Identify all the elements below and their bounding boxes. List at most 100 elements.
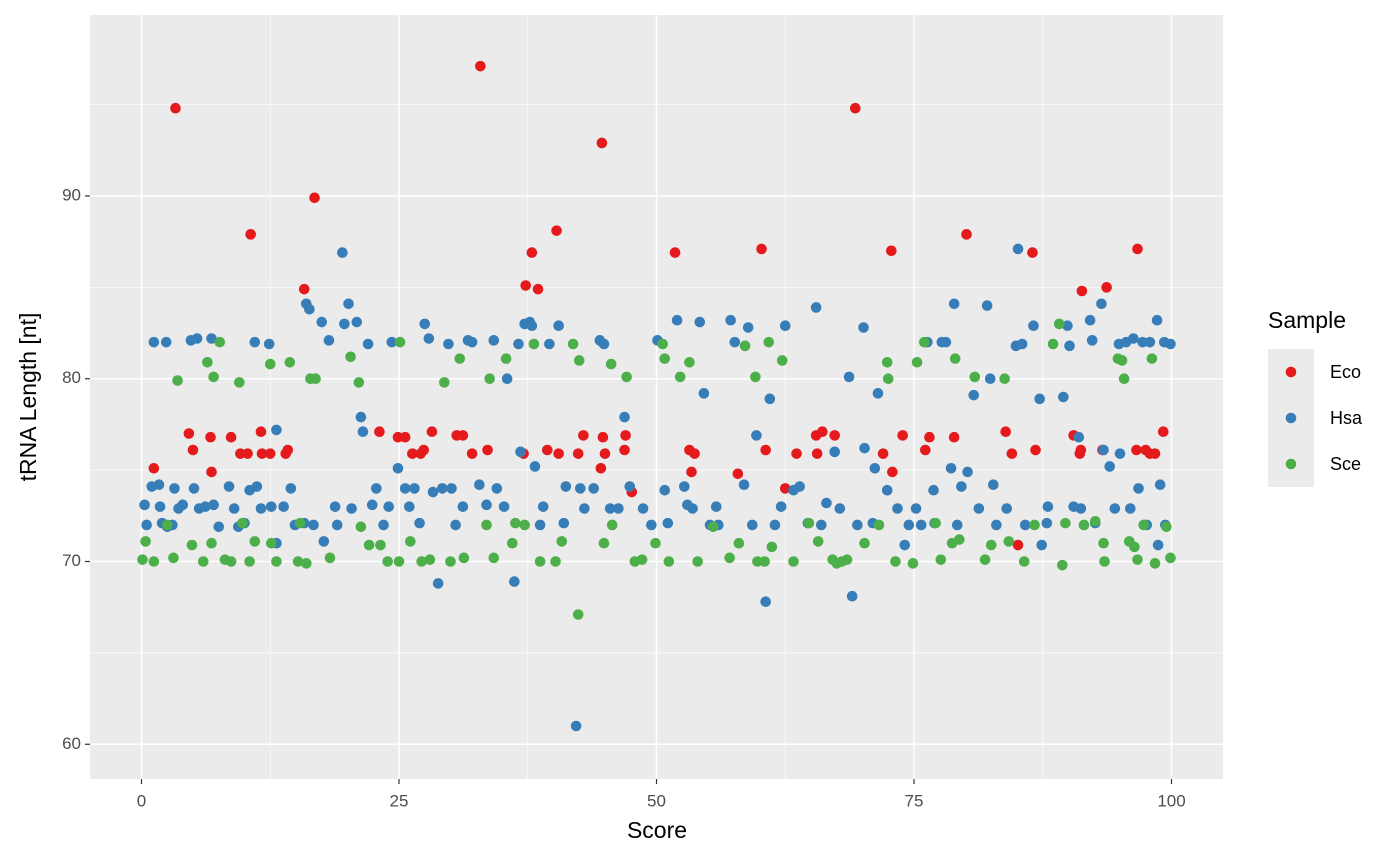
point: [689, 448, 700, 459]
point: [228, 503, 240, 514]
point: [304, 303, 315, 315]
point: [692, 556, 703, 567]
point: [148, 336, 160, 348]
point: [188, 483, 200, 494]
point: [310, 373, 321, 385]
point: [945, 462, 957, 474]
point: [979, 554, 991, 565]
point: [698, 388, 710, 399]
point: [137, 554, 148, 565]
point: [1132, 554, 1143, 565]
point: [318, 536, 330, 547]
point: [168, 552, 179, 564]
point: [265, 501, 277, 512]
point: [999, 373, 1010, 385]
point: [599, 448, 611, 459]
point: [294, 517, 306, 529]
point: [551, 225, 562, 236]
point: [1089, 515, 1101, 527]
point: [756, 243, 767, 255]
point: [1161, 521, 1172, 533]
point: [1154, 479, 1166, 491]
point: [1028, 320, 1039, 332]
point: [619, 444, 630, 456]
point: [285, 483, 297, 494]
point: [386, 336, 398, 348]
point: [984, 373, 996, 385]
x-axis-title: Score: [627, 817, 687, 843]
point: [574, 483, 586, 494]
point: [419, 318, 431, 330]
point: [529, 461, 541, 472]
point: [526, 320, 538, 332]
point: [301, 558, 312, 569]
point: [1131, 444, 1142, 456]
point: [206, 466, 217, 478]
point: [375, 539, 386, 551]
x-tick-label: 25: [390, 791, 409, 810]
point: [679, 481, 690, 492]
point: [791, 448, 802, 459]
point: [407, 448, 418, 459]
point: [153, 479, 165, 491]
point: [225, 556, 237, 567]
point: [510, 517, 521, 529]
x-tick-label: 50: [647, 791, 666, 810]
point: [324, 552, 336, 564]
point: [1034, 393, 1045, 405]
point: [886, 245, 897, 257]
point: [766, 541, 778, 553]
point: [423, 333, 435, 344]
legend: Sample Eco Hsa Sce: [1268, 307, 1363, 487]
point: [161, 519, 173, 531]
point: [393, 556, 405, 567]
point: [951, 519, 963, 531]
point: [924, 431, 935, 443]
point: [345, 351, 356, 363]
point: [969, 371, 981, 383]
point: [213, 521, 225, 533]
point: [674, 371, 686, 383]
point: [1084, 314, 1096, 326]
point: [1098, 444, 1109, 456]
point: [450, 519, 461, 531]
point: [528, 338, 540, 350]
point: [439, 377, 450, 388]
point: [284, 356, 296, 368]
point: [374, 426, 385, 438]
point: [1029, 519, 1040, 531]
point: [509, 576, 520, 587]
point: [949, 353, 961, 364]
point: [733, 537, 745, 549]
point: [351, 316, 363, 328]
point: [1018, 556, 1030, 567]
point: [930, 517, 941, 529]
point: [710, 501, 722, 512]
point: [1073, 431, 1085, 443]
point: [1133, 483, 1144, 494]
point: [255, 503, 267, 514]
point: [1062, 320, 1073, 332]
point: [405, 536, 416, 547]
point: [991, 519, 1002, 531]
point: [208, 499, 219, 511]
point: [1165, 338, 1176, 350]
point: [553, 448, 564, 459]
point: [657, 338, 668, 350]
point: [383, 501, 395, 512]
point: [956, 481, 967, 492]
point: [669, 247, 681, 258]
point: [404, 501, 415, 512]
point: [788, 484, 799, 496]
point: [1157, 426, 1169, 438]
point: [686, 466, 697, 478]
point: [148, 462, 160, 474]
point: [597, 431, 609, 443]
point: [484, 373, 495, 385]
point: [816, 519, 827, 531]
point: [474, 479, 485, 491]
point: [684, 356, 695, 368]
point: [223, 481, 235, 492]
point: [659, 353, 671, 364]
point: [1047, 338, 1059, 350]
